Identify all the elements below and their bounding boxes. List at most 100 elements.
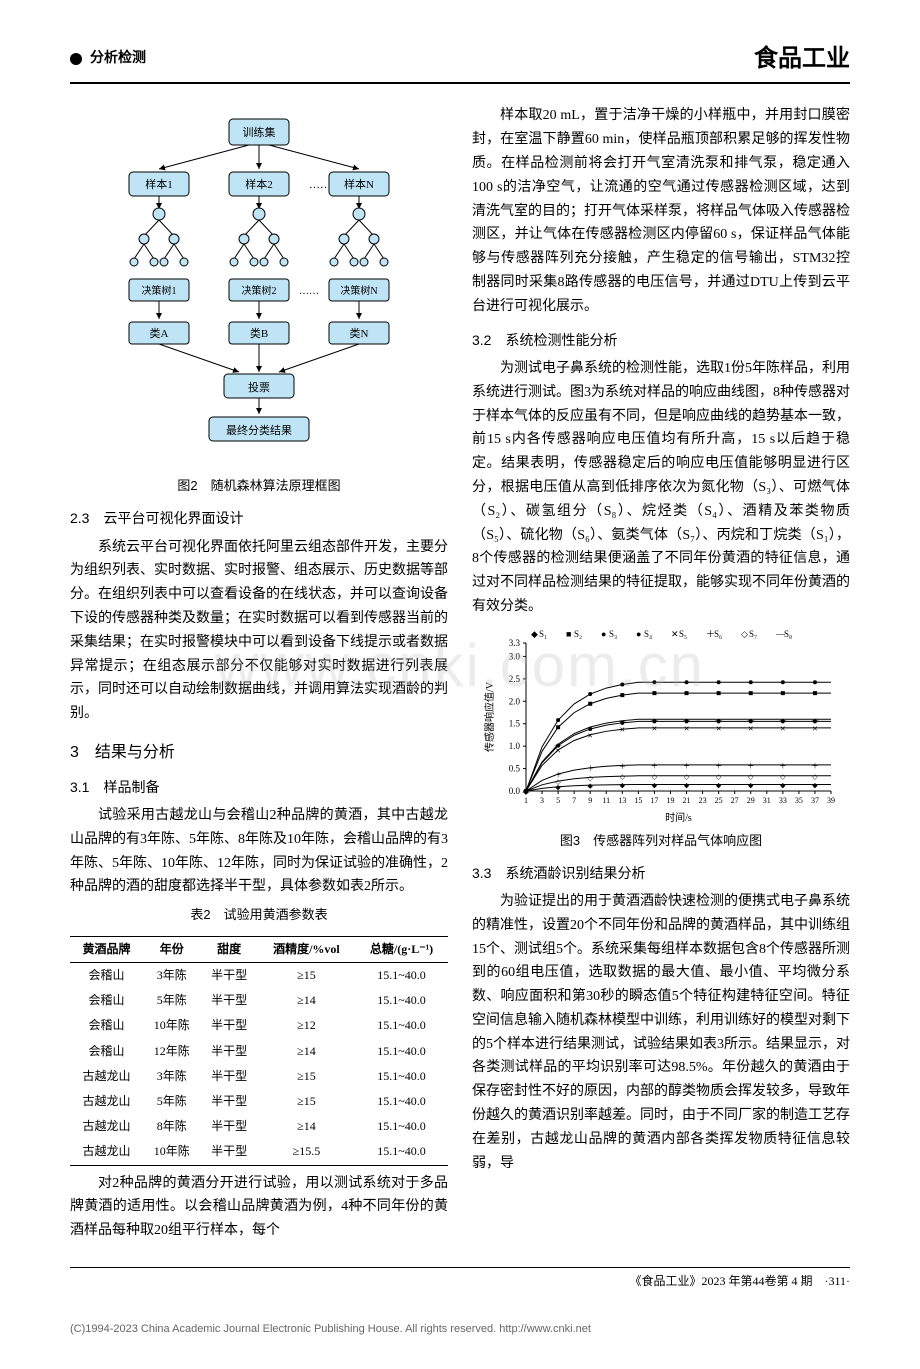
svg-text:时间/s: 时间/s	[665, 811, 692, 824]
table-row: 会稽山10年陈半干型≥1215.1~40.0	[70, 1013, 448, 1038]
footer-page: ·311·	[824, 1274, 850, 1288]
svg-text:◇: ◇	[555, 778, 561, 786]
svg-text:19: 19	[666, 796, 674, 805]
svg-text:◆: ◆	[588, 782, 594, 790]
svg-text:37: 37	[811, 796, 819, 805]
svg-text:＋: ＋	[587, 764, 594, 772]
header-section: 分析检测	[90, 48, 146, 70]
svg-text:—: —	[810, 716, 819, 724]
svg-text:S₄: S₄	[644, 629, 652, 639]
svg-text:✕: ✕	[684, 725, 690, 733]
svg-text:29: 29	[747, 796, 755, 805]
chart-fig3: 0.00.51.01.52.02.53.03.31357911131517192…	[481, 625, 841, 825]
svg-text:◆: ◆	[652, 781, 658, 789]
svg-text:0.5: 0.5	[509, 763, 521, 773]
svg-text:1: 1	[524, 796, 528, 805]
sec33-p1: 为验证提出的用于黄酒酒龄快速检测的便携式电子鼻系统的精准性，设置20个不同年份和…	[472, 890, 850, 1176]
table-header: 酒精度/%vol	[258, 936, 355, 962]
svg-text:2.0: 2.0	[509, 696, 521, 706]
svg-text:样本2: 样本2	[245, 177, 273, 191]
svg-text:S₁: S₁	[539, 629, 547, 639]
svg-text:……: ……	[309, 179, 331, 191]
svg-text:S₃: S₃	[609, 629, 617, 639]
svg-text:33: 33	[779, 796, 787, 805]
svg-text:◆: ◆	[620, 781, 626, 789]
table-row: 会稽山12年陈半干型≥1415.1~40.0	[70, 1039, 448, 1064]
right-p1: 样本取20 mL，置于洁净干燥的小样瓶中，并用封口膜密封，在室温下静置60 mi…	[472, 104, 850, 318]
header-dot-icon	[70, 53, 82, 65]
svg-text:21: 21	[683, 796, 691, 805]
svg-text:类N: 类N	[350, 326, 369, 340]
svg-text:◆: ◆	[684, 781, 690, 789]
svg-text:S₇: S₇	[749, 629, 757, 639]
sec3-title: 3 结果与分析	[70, 740, 448, 766]
svg-text:—: —	[618, 717, 627, 725]
svg-text:传感器响应值/V: 传感器响应值/V	[483, 681, 496, 752]
svg-text:—: —	[778, 716, 787, 724]
svg-text:◇: ◇	[716, 772, 722, 780]
svg-text:＋: ＋	[747, 762, 754, 770]
page-header: 分析检测 食品工业	[70, 40, 850, 84]
svg-text:投票: 投票	[248, 380, 270, 394]
svg-text:23: 23	[699, 796, 707, 805]
svg-text:✕: ✕	[716, 725, 722, 733]
svg-text:■: ■	[566, 629, 571, 639]
svg-text:✕: ✕	[812, 725, 818, 733]
svg-text:◇: ◇	[748, 772, 754, 780]
svg-text:✕: ✕	[671, 629, 679, 639]
svg-text:类B: 类B	[250, 326, 268, 340]
svg-text:样本N: 样本N	[344, 177, 374, 191]
svg-text:13: 13	[618, 796, 626, 805]
table-row: 古越龙山8年陈半干型≥1415.1~40.0	[70, 1114, 448, 1139]
sec31-title: 3.1 样品制备	[70, 776, 448, 798]
svg-text:—: —	[650, 716, 659, 724]
svg-text:●: ●	[636, 629, 641, 639]
table-row: 古越龙山3年陈半干型≥1515.1~40.0	[70, 1064, 448, 1089]
svg-text:决策树N: 决策树N	[340, 284, 377, 297]
svg-text:—: —	[586, 724, 595, 732]
svg-text:S₅: S₅	[679, 629, 687, 639]
table-header: 总糖/(g·L⁻¹)	[355, 936, 448, 962]
svg-text:＋: ＋	[619, 762, 626, 770]
fig2-caption: 图2 随机森林算法原理框图	[70, 476, 448, 497]
svg-text:5: 5	[556, 796, 560, 805]
svg-text:3.0: 3.0	[509, 651, 521, 661]
svg-text:31: 31	[763, 796, 771, 805]
svg-text:决策树1: 决策树1	[142, 284, 177, 297]
svg-text:◆: ◆	[812, 781, 818, 789]
left-column: 训练集 样本1 样本2 …… 样本N	[70, 104, 448, 1243]
svg-text:◆: ◆	[780, 781, 786, 789]
svg-text:◇: ◇	[588, 774, 594, 782]
svg-text:◇: ◇	[780, 772, 786, 780]
header-journal: 食品工业	[754, 40, 850, 78]
page-footer: 《食品工业》2023 年第44卷第 4 期 ·311·	[70, 1267, 850, 1291]
svg-text:1.0: 1.0	[509, 741, 521, 751]
svg-text:＋: ＋	[811, 762, 818, 770]
table-row: 会稽山5年陈半干型≥1415.1~40.0	[70, 988, 448, 1013]
sec31-p1: 试验采用古越龙山与会稽山2种品牌的黄酒，其中古越龙山品牌的有3年陈、5年陈、8年…	[70, 804, 448, 899]
svg-text:◇: ◇	[812, 772, 818, 780]
sec33-title: 3.3 系统酒龄识别结果分析	[472, 862, 850, 884]
svg-text:◇: ◇	[620, 773, 626, 781]
sec32-title: 3.2 系统检测性能分析	[472, 329, 850, 351]
svg-text:◇: ◇	[684, 772, 690, 780]
svg-text:样本1: 样本1	[145, 177, 173, 191]
sec23-title: 2.3 云平台可视化界面设计	[70, 507, 448, 529]
svg-text:……: ……	[299, 286, 319, 297]
svg-text:2.5: 2.5	[509, 674, 521, 684]
svg-text:—: —	[714, 716, 723, 724]
table-row: 古越龙山5年陈半干型≥1515.1~40.0	[70, 1089, 448, 1114]
table2-caption: 表2 试验用黄酒参数表	[70, 905, 448, 926]
sec32-p1: 为测试电子鼻系统的检测性能，选取1份5年陈样品，利用系统进行测试。图3为系统对样…	[472, 357, 850, 619]
svg-text:✕: ✕	[619, 726, 625, 734]
svg-text:27: 27	[731, 796, 739, 805]
table-header: 年份	[143, 936, 200, 962]
svg-text:决策树2: 决策树2	[242, 284, 277, 297]
table-header: 黄酒品牌	[70, 936, 143, 962]
copyright: (C)1994-2023 China Academic Journal Elec…	[70, 1321, 850, 1339]
svg-text:39: 39	[827, 796, 835, 805]
svg-text:＋: ＋	[651, 762, 658, 770]
svg-text:◆: ◆	[716, 781, 722, 789]
svg-text:9: 9	[588, 796, 592, 805]
table-row: 古越龙山10年陈半干型≥15.515.1~40.0	[70, 1139, 448, 1165]
